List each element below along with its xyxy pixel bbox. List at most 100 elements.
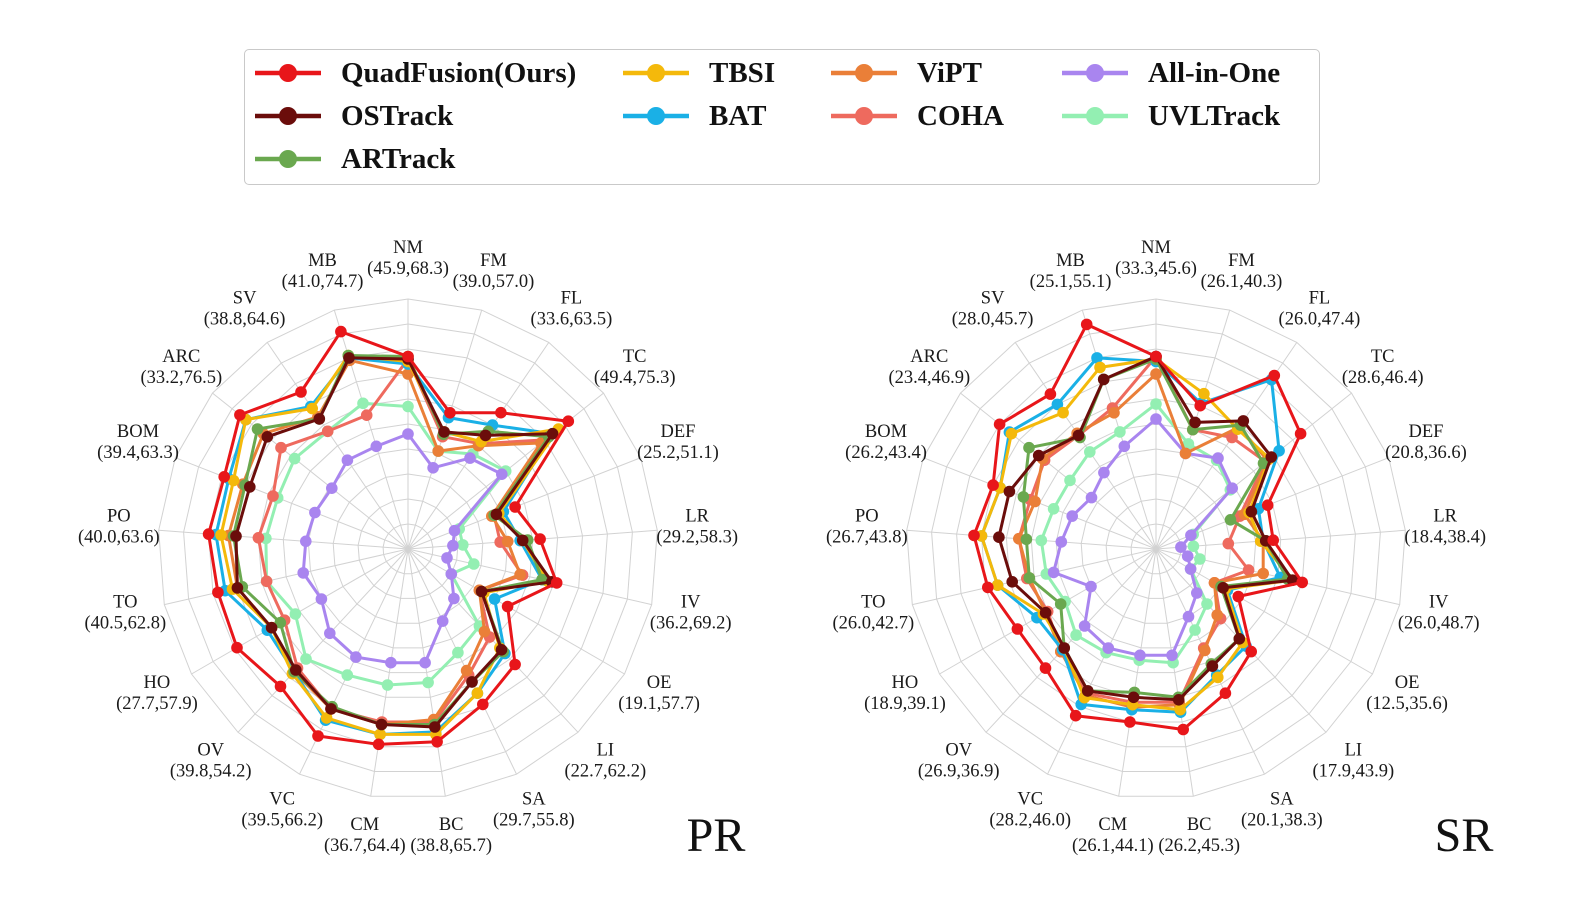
data-point-ostrack-sv [313, 413, 326, 425]
axis-label-sv: SV [233, 288, 257, 308]
data-point-vipt-iv [514, 568, 526, 581]
axis-range-ho: (18.9,39.1) [864, 694, 946, 714]
axis-range-iv: (36.2,69.2) [650, 614, 732, 634]
data-point-ostrack-po [993, 531, 1005, 543]
data-point-quadfusion-ours-iv [550, 577, 563, 589]
data-point-quadfusion-ours-li [509, 658, 521, 671]
data-point-tbsi-bc [1174, 703, 1186, 716]
data-point-vipt-sa [460, 664, 473, 677]
data-point-all-in-one-ov [1078, 620, 1091, 632]
series-line-ostrack [234, 356, 555, 729]
axis-spoke-bom [175, 457, 409, 550]
axis-label-to: TO [861, 593, 885, 613]
axis-label-sv: SV [981, 288, 1005, 308]
data-point-artrack-bom [1017, 491, 1030, 503]
data-point-coha-po [252, 532, 265, 544]
data-point-ostrack-lr [516, 534, 529, 547]
legend-item-artrack: ARTrack [253, 139, 455, 179]
data-point-all-in-one-li [1191, 587, 1203, 599]
axis-label-oe: OE [647, 673, 672, 693]
axis-spoke-arc [960, 392, 1157, 550]
data-point-all-in-one-lr [1175, 541, 1187, 553]
data-point-uvltrack-mb [1114, 426, 1126, 438]
axis-spoke-ov [237, 548, 409, 733]
axis-range-mb: (41.0,74.7) [282, 272, 364, 292]
axis-label-bom: BOM [117, 422, 159, 442]
axis-label-cm: CM [1098, 815, 1127, 835]
data-point-uvltrack-cm [381, 679, 394, 691]
data-point-ostrack-bom [1003, 485, 1016, 498]
data-point-coha-arc [275, 441, 287, 454]
legend-label: OSTrack [341, 99, 454, 132]
data-point-quadfusion-ours-cm [372, 738, 385, 751]
data-point-quadfusion-ours-fm [444, 407, 456, 419]
legend-swatch-ostrack [255, 107, 321, 125]
axis-spoke-po [158, 529, 409, 550]
data-point-tbsi-bom [227, 474, 240, 487]
series-quadfusion-ours [202, 325, 575, 751]
axis-range-fm: (26.1,40.3) [1201, 272, 1283, 292]
data-point-quadfusion-ours-po [202, 528, 215, 540]
series-line-vipt [227, 358, 543, 726]
axis-label-to: TO [113, 593, 137, 613]
data-point-all-in-one-tc [496, 468, 508, 480]
legend-label: COHA [917, 99, 1004, 132]
data-point-quadfusion-ours-bc [431, 736, 443, 748]
axis-range-sa: (20.1,38.3) [1241, 810, 1323, 830]
legend-swatch-bat [623, 107, 689, 125]
data-point-tbsi-sa [1212, 671, 1224, 684]
data-point-quadfusion-ours-def [509, 501, 521, 513]
series-line-quadfusion-ours [972, 322, 1304, 731]
data-point-quadfusion-ours-li [1245, 645, 1257, 658]
axis-label-oe: OE [1395, 673, 1420, 693]
data-point-vipt-li [478, 625, 491, 638]
data-point-ostrack-to [1006, 576, 1018, 588]
data-point-all-in-one-to [1047, 566, 1060, 579]
axis-range-vc: (39.5,66.2) [241, 810, 323, 830]
axis-label-bc: BC [1187, 815, 1212, 835]
legend-item-all-in-one: All-in-One [1060, 53, 1280, 93]
data-point-uvltrack-lr [457, 539, 469, 551]
data-point-quadfusion-ours-arc [234, 409, 246, 421]
data-point-ostrack-fl [1237, 415, 1250, 427]
data-point-vipt-nm [1150, 368, 1162, 380]
axis-label-iv: IV [1429, 593, 1449, 613]
data-point-uvltrack-sa [1189, 624, 1201, 636]
axis-range-fm: (39.0,57.0) [453, 272, 535, 292]
data-point-coha-lr [1222, 537, 1235, 550]
data-point-artrack-ho [274, 616, 287, 629]
data-point-ostrack-bc [1172, 694, 1185, 706]
data-point-ostrack-tc [1265, 451, 1278, 463]
data-point-all-in-one-fl [1212, 452, 1224, 464]
axis-range-arc: (33.2,76.5) [140, 368, 222, 388]
data-point-coha-bom [267, 490, 279, 502]
chart-title-pr: PR [687, 809, 746, 862]
axis-label-ov: OV [197, 741, 224, 761]
grid-ring [357, 498, 459, 599]
axis-range-def: (20.8,36.6) [1385, 443, 1467, 463]
data-point-coha-mb [360, 409, 373, 421]
axis-label-po: PO [855, 506, 879, 526]
data-point-uvltrack-nm [1150, 398, 1162, 410]
data-point-tbsi-sa [471, 687, 484, 699]
axis-range-oe: (12.5,35.6) [1366, 694, 1448, 714]
data-point-quadfusion-ours-to [212, 586, 224, 599]
series-ostrack [993, 350, 1299, 706]
axis-label-bc: BC [439, 815, 464, 835]
axis-range-oe: (19.1,57.7) [618, 694, 700, 714]
axis-label-arc: ARC [162, 347, 200, 367]
data-point-all-in-one-vc [1102, 642, 1115, 654]
data-point-artrack-to [1023, 572, 1036, 584]
axis-spoke-sa [407, 548, 517, 775]
series-line-tbsi [219, 354, 560, 736]
legend-label: All-in-One [1148, 56, 1281, 89]
axis-label-def: DEF [661, 422, 696, 442]
legend-swatch-all-in-one [1062, 64, 1128, 82]
data-point-uvltrack-ov [1070, 629, 1082, 641]
data-point-uvltrack-lr [1187, 540, 1200, 552]
data-point-all-in-one-cm [1134, 649, 1146, 662]
legend-label: BAT [709, 99, 767, 132]
axis-range-ov: (39.8,54.2) [170, 762, 252, 782]
axis-labels: NM(33.3,45.6) FM(26.1,40.3) FL(26.0,47.4) T… [826, 238, 1486, 856]
data-point-artrack-def [1224, 514, 1237, 526]
